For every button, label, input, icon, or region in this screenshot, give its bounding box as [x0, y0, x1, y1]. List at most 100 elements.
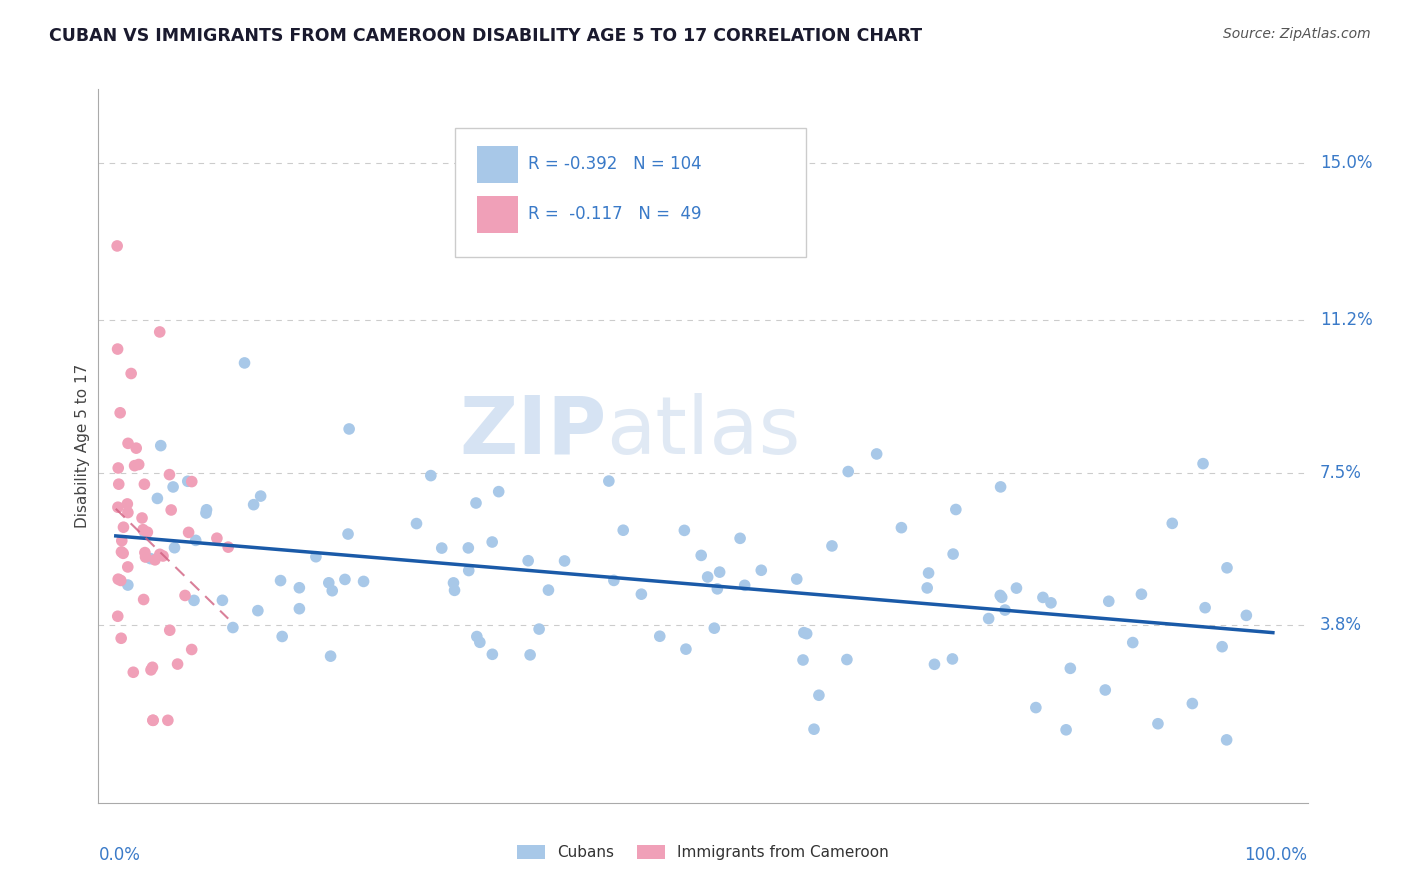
- Text: 7.5%: 7.5%: [1320, 464, 1361, 482]
- Point: [835, 652, 858, 666]
- Point: [177, 475, 200, 489]
- Point: [132, 523, 155, 537]
- Text: atlas: atlas: [606, 392, 800, 471]
- Point: [468, 635, 491, 649]
- Point: [675, 642, 697, 657]
- Point: [793, 625, 815, 640]
- Point: [465, 630, 488, 644]
- Point: [107, 461, 129, 475]
- Point: [807, 688, 830, 702]
- Text: 3.8%: 3.8%: [1320, 616, 1361, 634]
- Point: [1215, 732, 1237, 747]
- Point: [443, 575, 465, 590]
- Y-axis label: Disability Age 5 to 17: Disability Age 5 to 17: [75, 364, 90, 528]
- Point: [131, 511, 153, 525]
- Text: 100.0%: 100.0%: [1244, 846, 1308, 863]
- Point: [792, 653, 814, 667]
- Point: [942, 547, 965, 561]
- Point: [271, 630, 294, 644]
- Point: [107, 572, 129, 586]
- FancyBboxPatch shape: [456, 128, 806, 257]
- Point: [184, 533, 207, 548]
- Point: [120, 367, 142, 381]
- Point: [1147, 716, 1170, 731]
- Point: [430, 541, 453, 555]
- Point: [821, 539, 844, 553]
- Point: [786, 572, 808, 586]
- Point: [135, 549, 157, 564]
- Point: [945, 502, 967, 516]
- Point: [1005, 581, 1028, 595]
- Point: [180, 475, 202, 489]
- Point: [527, 622, 550, 636]
- Point: [990, 480, 1012, 494]
- Point: [915, 581, 938, 595]
- Point: [246, 604, 269, 618]
- Point: [166, 657, 188, 671]
- Point: [128, 458, 150, 472]
- Point: [217, 540, 239, 554]
- Point: [1094, 683, 1116, 698]
- Point: [108, 406, 131, 420]
- Point: [734, 578, 756, 592]
- Point: [988, 588, 1011, 602]
- Point: [194, 506, 217, 520]
- Point: [117, 436, 139, 450]
- Point: [122, 665, 145, 680]
- Point: [890, 521, 912, 535]
- Point: [159, 624, 181, 638]
- Point: [803, 722, 825, 736]
- Point: [134, 477, 156, 491]
- Point: [305, 549, 328, 564]
- Point: [728, 532, 751, 546]
- Point: [990, 591, 1012, 605]
- Point: [117, 578, 139, 592]
- Text: Source: ZipAtlas.com: Source: ZipAtlas.com: [1223, 27, 1371, 41]
- Point: [333, 573, 356, 587]
- Text: R = -0.392   N = 104: R = -0.392 N = 104: [527, 155, 702, 173]
- Point: [152, 549, 174, 563]
- Point: [321, 583, 343, 598]
- Point: [419, 468, 441, 483]
- Text: 11.2%: 11.2%: [1320, 311, 1372, 329]
- Point: [749, 563, 772, 577]
- Point: [537, 583, 560, 598]
- Point: [107, 609, 129, 624]
- Point: [180, 642, 202, 657]
- Point: [319, 649, 342, 664]
- FancyBboxPatch shape: [477, 146, 517, 184]
- Point: [142, 714, 165, 728]
- Point: [183, 593, 205, 607]
- Point: [110, 574, 132, 588]
- Point: [288, 581, 311, 595]
- Point: [598, 474, 620, 488]
- Point: [117, 497, 139, 511]
- Point: [222, 621, 245, 635]
- Point: [337, 422, 360, 436]
- Point: [141, 660, 163, 674]
- Point: [481, 648, 503, 662]
- Point: [630, 587, 652, 601]
- Point: [159, 467, 181, 482]
- Point: [288, 601, 311, 615]
- Point: [994, 603, 1017, 617]
- Point: [1130, 587, 1153, 601]
- Text: 0.0%: 0.0%: [98, 846, 141, 863]
- Point: [673, 524, 696, 538]
- Point: [690, 549, 713, 563]
- Point: [195, 502, 218, 516]
- Point: [125, 441, 148, 455]
- Point: [443, 583, 465, 598]
- Point: [233, 356, 256, 370]
- Text: R =  -0.117   N =  49: R = -0.117 N = 49: [527, 205, 702, 223]
- Point: [163, 541, 186, 555]
- FancyBboxPatch shape: [477, 196, 517, 234]
- Point: [249, 489, 271, 503]
- Point: [318, 575, 340, 590]
- Point: [353, 574, 375, 589]
- Point: [112, 520, 135, 534]
- Point: [603, 574, 626, 588]
- Point: [105, 239, 128, 253]
- Point: [1216, 561, 1239, 575]
- Text: CUBAN VS IMMIGRANTS FROM CAMEROON DISABILITY AGE 5 TO 17 CORRELATION CHART: CUBAN VS IMMIGRANTS FROM CAMEROON DISABI…: [49, 27, 922, 45]
